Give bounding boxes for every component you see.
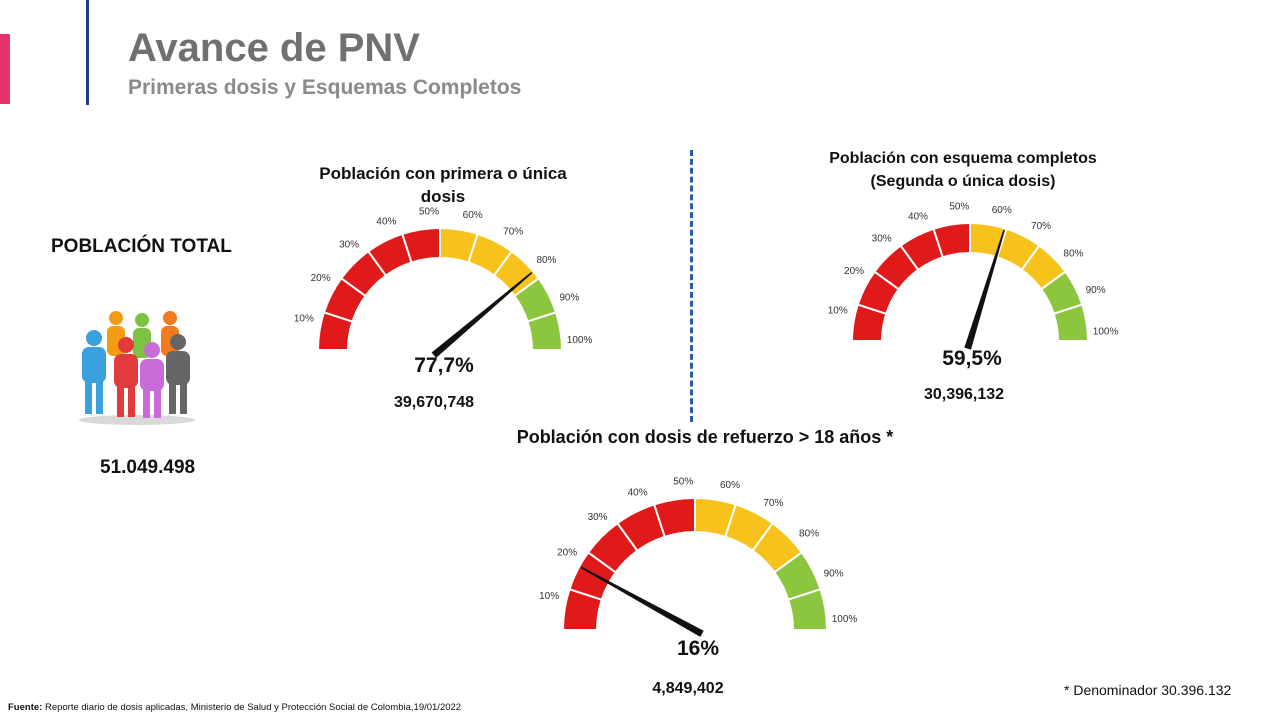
person-purple bbox=[140, 342, 164, 418]
gauge-2-tick-label: 20% bbox=[844, 266, 864, 277]
gauge-2-value-label: 59,5% bbox=[942, 347, 1002, 370]
gauge-1-tick-label: 60% bbox=[463, 210, 483, 221]
accent-bar bbox=[0, 34, 10, 104]
gauge-3-tick-label: 70% bbox=[763, 498, 783, 509]
gauge-1-tick-label: 100% bbox=[567, 335, 593, 346]
gauge-2-tick-label: 70% bbox=[1031, 221, 1051, 232]
gauge-3-tick-label: 10% bbox=[539, 591, 559, 602]
gauge-2-tick-label: 30% bbox=[872, 234, 892, 245]
gauge-3-tick-label: 20% bbox=[557, 548, 577, 559]
gauge-1-chart: 10% 20% 30% 40% 50% 60% 70% 80% 90% 100% bbox=[294, 206, 593, 358]
gauge-3-band-10 bbox=[786, 587, 829, 631]
gauge-2-tick-label: 90% bbox=[1086, 285, 1106, 296]
gauge-1-count-label: 39,670,748 bbox=[393, 394, 475, 411]
total-population-value: 51.049.498 bbox=[100, 457, 196, 478]
gauge-3-tick-label: 30% bbox=[588, 512, 608, 523]
gauge-3-tick-label: 80% bbox=[799, 529, 819, 540]
gauge-2-tick-label: 80% bbox=[1063, 249, 1083, 260]
gauge-1-tick-label: 30% bbox=[339, 240, 359, 251]
gauge-1-title: Población con primera o única dosis bbox=[319, 164, 567, 206]
people-group-icon bbox=[79, 311, 195, 425]
gauge-1-tick-label: 50% bbox=[419, 206, 439, 217]
gauge-3-tick-label: 100% bbox=[832, 614, 858, 625]
person-red bbox=[114, 337, 138, 417]
source-label: Fuente: bbox=[8, 702, 43, 713]
source-footnote: Fuente: Reporte diario de dosis aplicada… bbox=[8, 702, 461, 713]
gauge-2-band-10 bbox=[1052, 303, 1090, 342]
gauge-2-tick-label: 10% bbox=[828, 305, 848, 316]
gauge-3-value-label: 16% bbox=[676, 637, 720, 660]
gauge-1-tick-label: 40% bbox=[376, 217, 396, 228]
gauge-1-value-label: 77,7% bbox=[414, 354, 474, 377]
gauge-2-count-label: 30,396,132 bbox=[923, 386, 1005, 403]
total-population-label: POBLACIÓN TOTAL bbox=[51, 236, 232, 257]
gauge-3-needle bbox=[580, 566, 704, 637]
source-text: Reporte diario de dosis aplicadas, Minis… bbox=[42, 702, 462, 713]
gauge-2-tick-label: 50% bbox=[949, 201, 969, 212]
gauge-3-title: Población con dosis de refuerzo > 18 año… bbox=[516, 427, 894, 447]
gauge-2-chart: 10% 20% 30% 40% 50% 60% 70% 80% 90% 100% bbox=[828, 201, 1119, 350]
gauge-1-tick-label: 70% bbox=[503, 227, 523, 238]
title-rule bbox=[86, 0, 89, 105]
section-divider bbox=[690, 150, 693, 422]
gauge-3-tick-label: 50% bbox=[673, 476, 693, 487]
gauge-3-chart: 10% 20% 30% 40% 50% 60% 70% 80% 90% 100% bbox=[539, 476, 858, 637]
gauge-3-count-label: 4,849,402 bbox=[652, 680, 724, 697]
gauge-3-tick-label: 90% bbox=[824, 569, 844, 580]
gauge-1-tick-label: 80% bbox=[536, 255, 556, 266]
gauge-1-tick-label: 20% bbox=[311, 273, 331, 284]
person-blue bbox=[82, 330, 106, 414]
gauge-1-tick-label: 10% bbox=[294, 313, 314, 324]
page-subtitle: Primeras dosis y Esquemas Completos bbox=[128, 76, 522, 99]
gauge-2-tick-label: 40% bbox=[908, 211, 928, 222]
gauge-3-tick-label: 60% bbox=[720, 480, 740, 491]
gauge-2-tick-label: 60% bbox=[992, 205, 1012, 216]
gauge-1-band-10 bbox=[526, 311, 564, 351]
gauge-2-title: Población con esquema completos (Segunda… bbox=[829, 150, 1097, 190]
gauge-3-tick-label: 40% bbox=[628, 487, 648, 498]
gauge-1-needle bbox=[431, 272, 533, 358]
person-gray bbox=[166, 334, 190, 414]
gauge-2-needle bbox=[964, 229, 1005, 350]
gauge-1-tick-label: 90% bbox=[559, 292, 579, 303]
gauge-2-tick-label: 100% bbox=[1093, 326, 1119, 337]
page-title: Avance de PNV bbox=[128, 26, 420, 70]
denominator-note: * Denominador 30.396.132 bbox=[1064, 682, 1232, 698]
